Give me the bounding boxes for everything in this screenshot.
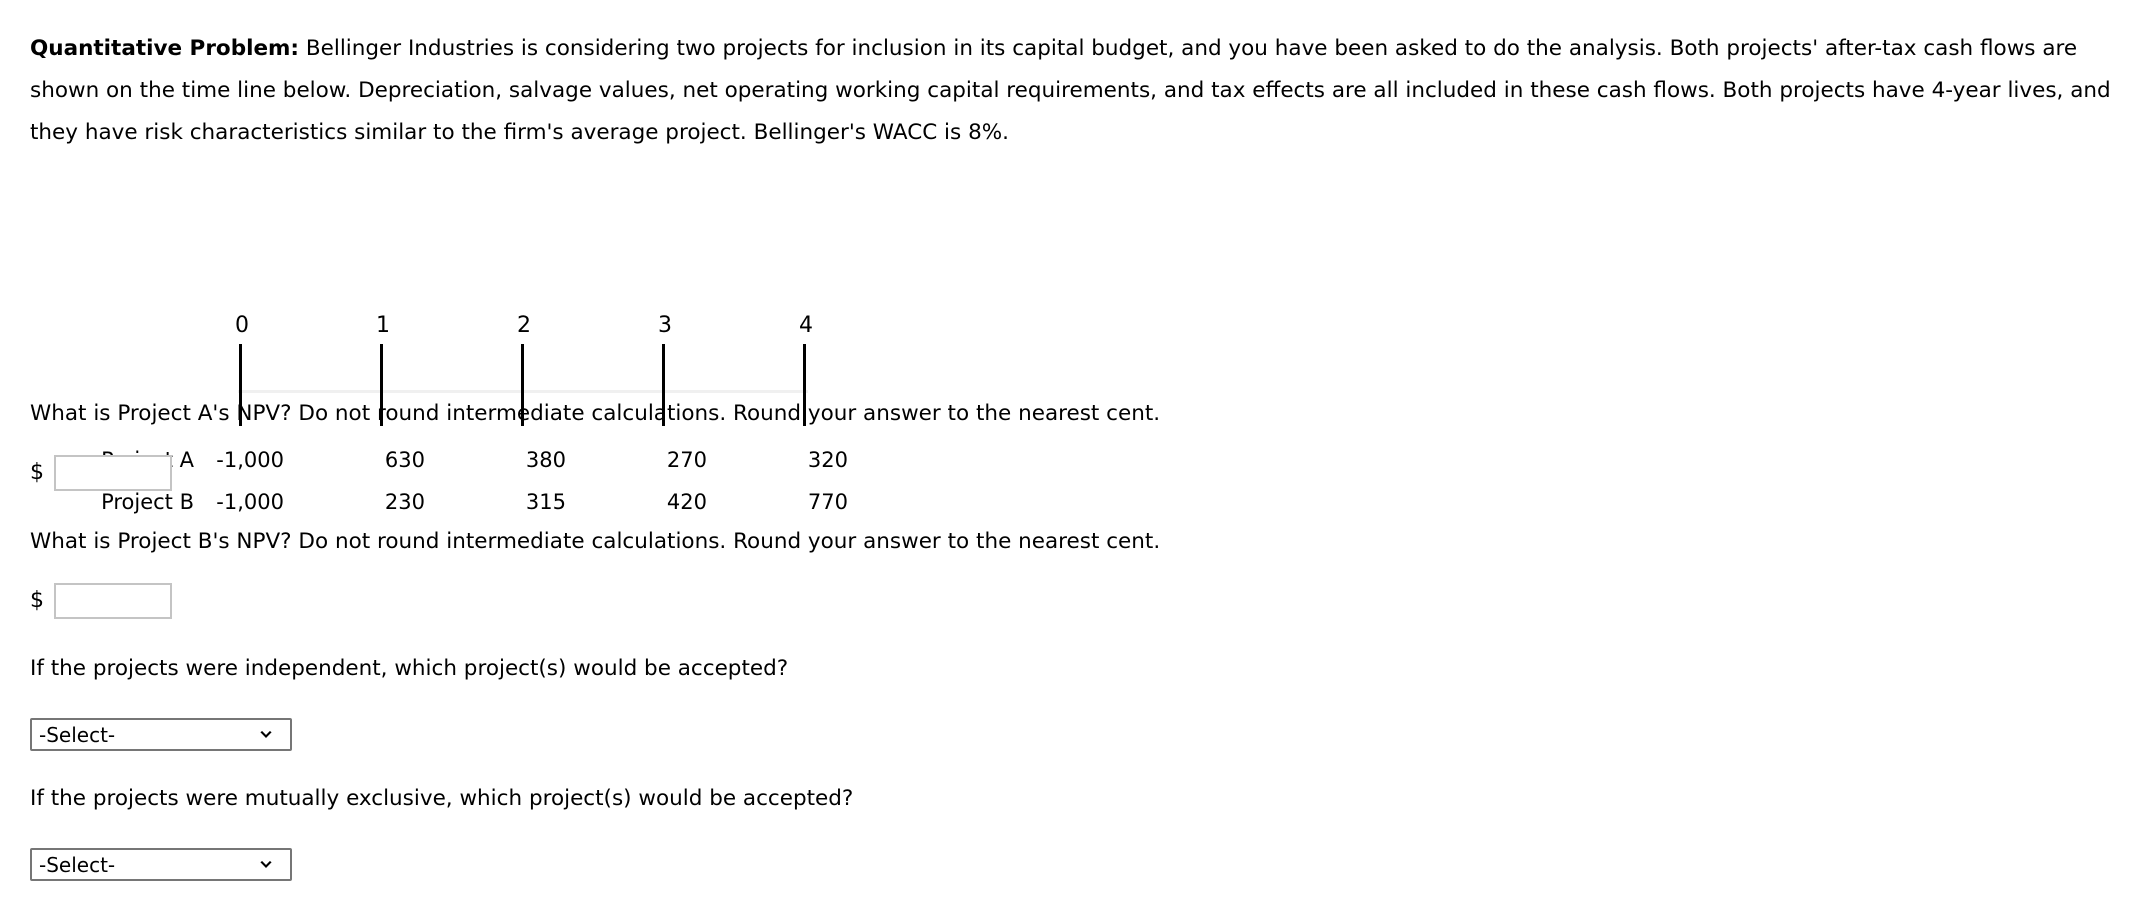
chevron-down-icon [258, 727, 274, 743]
independent-projects-select-wrap: -Select- [30, 718, 292, 751]
problem-statement-label: Quantitative Problem: [30, 35, 300, 61]
timeline-value-a-2: 380 [525, 448, 566, 472]
timeline-tick-4 [803, 344, 806, 426]
timeline-value-b-1: 230 [384, 490, 425, 514]
problem-statement-body: Bellinger Industries is considering two … [30, 35, 2111, 145]
timeline-value-b-0: -1,000 [216, 490, 284, 514]
currency-symbol-b: $ [30, 588, 44, 613]
timeline-value-b-4: 770 [807, 490, 848, 514]
timeline-value-a-3: 270 [666, 448, 707, 472]
timeline-tick-2 [521, 344, 524, 426]
timeline-tick-1 [380, 344, 383, 426]
timeline-period-1: 1 [376, 313, 390, 338]
timeline-value-b-2: 315 [525, 490, 566, 514]
timeline-value-a-0: -1,000 [216, 448, 284, 472]
question-4-text: If the projects were mutually exclusive,… [30, 786, 854, 811]
mutually-exclusive-select-wrap: -Select- [30, 848, 292, 881]
timeline-tick-3 [662, 344, 665, 426]
timeline-period-0: 0 [235, 313, 249, 338]
timeline-tick-0 [239, 344, 242, 426]
mutually-exclusive-select[interactable]: -Select- [30, 848, 292, 881]
cash-flow-timeline: 0 1 2 3 4 Project A -1,000 630 380 270 3… [0, 150, 900, 514]
question-2-text: What is Project B's NPV? Do not round in… [30, 529, 1161, 554]
timeline-period-4: 4 [799, 313, 813, 338]
timeline-period-3: 3 [658, 313, 672, 338]
timeline-period-2: 2 [517, 313, 531, 338]
independent-projects-select-value: -Select- [39, 722, 116, 747]
chevron-down-icon [258, 857, 274, 873]
timeline-value-b-3: 420 [666, 490, 707, 514]
timeline-value-a-4: 320 [807, 448, 848, 472]
project-a-npv-input[interactable] [54, 455, 172, 491]
answer-row-project-b-npv: $ [30, 583, 172, 619]
timeline-value-a-1: 630 [384, 448, 425, 472]
currency-symbol-a: $ [30, 460, 44, 485]
independent-projects-select[interactable]: -Select- [30, 718, 292, 751]
mutually-exclusive-select-value: -Select- [39, 852, 116, 877]
project-b-npv-input[interactable] [54, 583, 172, 619]
answer-row-project-a-npv: $ [30, 455, 172, 491]
question-1-text: What is Project A's NPV? Do not round in… [30, 401, 1161, 426]
problem-statement: Quantitative Problem: Bellinger Industri… [30, 28, 2115, 154]
question-3-text: If the projects were independent, which … [30, 656, 789, 681]
timeline-row-label-project-b: Project B [101, 490, 194, 514]
